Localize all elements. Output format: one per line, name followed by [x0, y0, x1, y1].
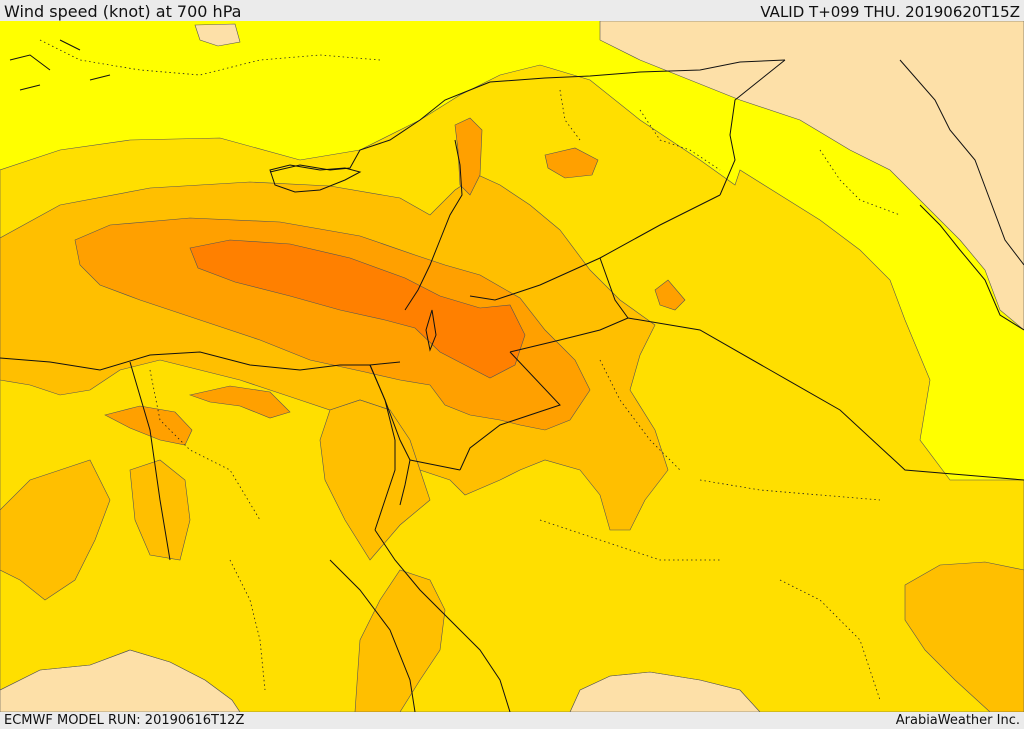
levant-coast — [404, 139, 463, 311]
admin-boundary — [149, 369, 261, 521]
admin-boundary — [699, 479, 881, 501]
iraq-saudi-border — [627, 317, 1024, 481]
coastlines — [0, 39, 1024, 712]
admin-boundaries — [39, 39, 901, 701]
band-15-20-sinai — [319, 399, 431, 561]
band-20-25-egypt — [188, 385, 291, 419]
north-africa-coast — [0, 351, 401, 371]
band-20-25-arabia — [654, 279, 686, 311]
band-25-30-areas — [189, 239, 526, 379]
cyprus-coast — [269, 164, 362, 193]
admin-boundary — [639, 109, 721, 171]
egypt-sudan-border — [329, 559, 416, 712]
admin-boundary — [779, 579, 881, 701]
admin-boundary — [539, 519, 720, 561]
jordan-east-border — [459, 351, 561, 471]
dead-sea-coast — [425, 309, 437, 352]
map-canvas — [0, 21, 1024, 712]
valid-time: VALID T+099 THU. 20190620T15Z — [760, 3, 1020, 21]
map-title: Wind speed (knot) at 700 hPa — [4, 2, 242, 21]
admin-boundary — [559, 89, 581, 141]
red-sea-coast — [374, 529, 511, 712]
egypt-israel-border — [369, 364, 411, 461]
admin-boundary — [819, 149, 901, 216]
header-bar: Wind speed (knot) at 700 hPa VALID T+099… — [0, 0, 1024, 21]
syria-turkey-border — [489, 59, 786, 83]
iran-iraq-border — [899, 59, 1024, 266]
gulf-of-aqaba-coast — [399, 459, 411, 506]
band-25-30-core — [189, 239, 526, 379]
calm-area-northeast — [599, 21, 1024, 331]
calm-area-turkey — [194, 23, 241, 47]
syria-jordan-border — [469, 194, 721, 301]
aegean-islands — [9, 39, 111, 91]
political-borders — [129, 59, 1024, 712]
turkey-south-coast — [269, 81, 491, 173]
band-20-25-main — [74, 217, 591, 431]
band-15-20-southwest — [0, 459, 111, 601]
band-15-20-red-sea — [354, 569, 446, 712]
band-15-20-libya — [129, 459, 191, 561]
libya-egypt-border — [129, 361, 171, 561]
aqaba-border — [409, 459, 461, 471]
jordan-saudi-border — [509, 257, 629, 353]
iraq-border-north — [719, 59, 786, 196]
persian-gulf-coast — [919, 204, 1024, 331]
band-20-25-iraq — [544, 147, 599, 179]
footer-bar: ECMWF MODEL RUN: 20190616T12Z ArabiaWeat… — [0, 712, 1024, 729]
band-15-20-arabia-southeast — [904, 561, 1024, 712]
model-run-label: ECMWF MODEL RUN: 20190616T12Z — [4, 713, 245, 728]
credit-label: ArabiaWeather Inc. — [895, 713, 1020, 728]
wind-speed-map — [0, 21, 1024, 712]
